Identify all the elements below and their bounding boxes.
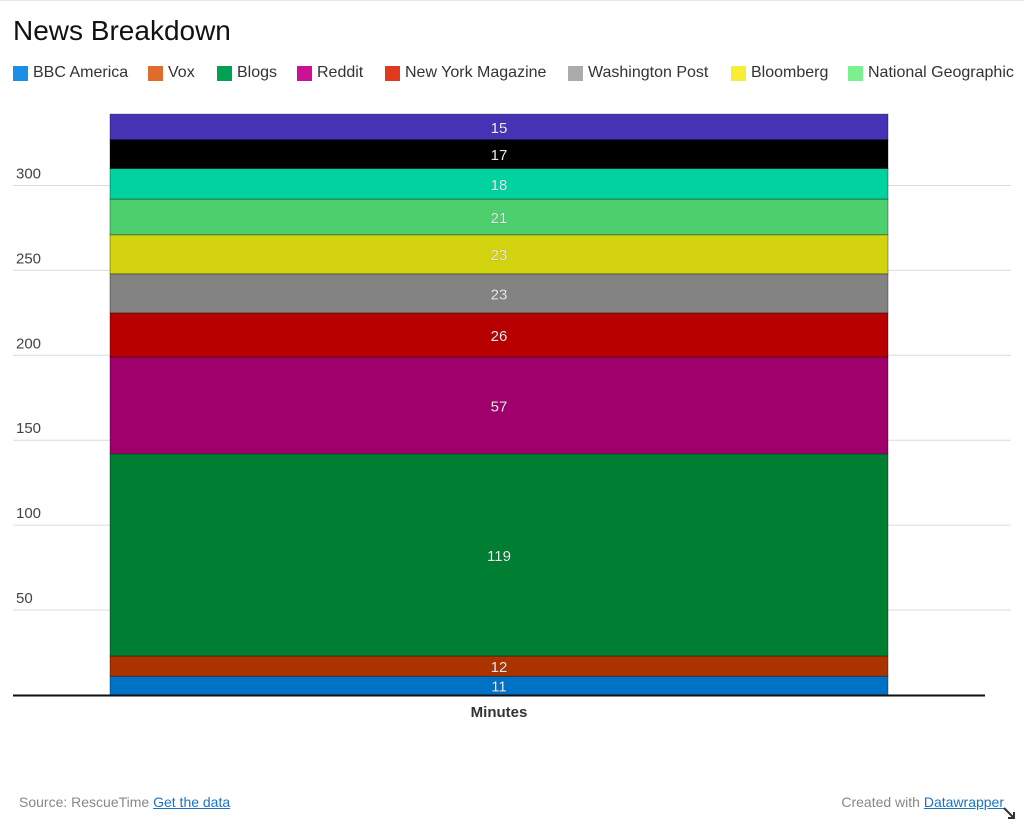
- legend-item[interactable]: Washington Post: [568, 60, 708, 86]
- legend-item[interactable]: Vox: [148, 60, 195, 86]
- data-label: 15: [491, 120, 508, 137]
- bar-segment[interactable]: [109, 113, 889, 141]
- legend-label: National Geographic: [868, 64, 1014, 81]
- data-label: 17: [491, 147, 508, 164]
- source-text: Source: RescueTime: [19, 794, 150, 810]
- legend-swatch: [731, 65, 746, 81]
- bar-segment[interactable]: [109, 198, 889, 236]
- legend-label: Blogs: [237, 64, 278, 81]
- bar-segment[interactable]: [109, 234, 889, 275]
- legend-swatch: [385, 65, 400, 81]
- y-tick-label: 200: [16, 335, 41, 352]
- stacked-bar-chart: 50 100 150 200 250 300 11 12 119 57 26 23 23 21 18 17 15…: [13, 113, 1011, 721]
- chart-title: News Breakdown: [13, 15, 231, 46]
- y-tick-label: 50: [16, 590, 33, 607]
- legend: BBC America Vox Blogs Reddit New York Magazi…: [13, 60, 1024, 86]
- get-the-data-link[interactable]: Get the data: [153, 794, 231, 810]
- data-label: 26: [491, 328, 508, 345]
- legend-item[interactable]: Bloomberg: [731, 60, 828, 86]
- datawrapper-link[interactable]: Datawrapper: [923, 794, 1004, 810]
- data-label: 57: [491, 398, 508, 415]
- data-label: 23: [491, 286, 508, 303]
- legend-label: Bloomberg: [751, 64, 829, 81]
- bar-segment[interactable]: [109, 356, 889, 455]
- data-label: 21: [491, 210, 508, 227]
- legend-swatch: [297, 65, 312, 81]
- bar-segment[interactable]: [109, 312, 889, 358]
- legend-item[interactable]: New York Magazine: [385, 60, 546, 86]
- y-tick-label: 250: [16, 250, 41, 267]
- credit-text: Created with: [841, 794, 920, 810]
- legend-item[interactable]: Reddit: [297, 60, 363, 86]
- legend-label: Vox: [168, 64, 195, 81]
- bar-segment[interactable]: [109, 139, 889, 169]
- legend-swatch: [148, 65, 163, 81]
- data-label: 11: [491, 679, 507, 696]
- legend-swatch: [217, 65, 232, 81]
- data-label: 18: [491, 177, 508, 194]
- x-category-label: Minutes: [471, 704, 528, 721]
- top-rule: [0, 0, 1024, 1]
- resize-icon[interactable]: [1002, 806, 1016, 820]
- footer-credit: Created with Datawrapper: [841, 794, 1004, 810]
- y-tick-label: 300: [16, 165, 41, 182]
- bar-segment[interactable]: [109, 167, 889, 200]
- data-label: 23: [491, 247, 508, 264]
- legend-swatch: [848, 65, 863, 81]
- legend-label: New York Magazine: [405, 64, 547, 81]
- legend-swatch: [568, 65, 583, 81]
- legend-item[interactable]: National Geographic: [848, 60, 1014, 86]
- bar-segment[interactable]: [109, 273, 889, 314]
- y-tick-label: 150: [16, 420, 41, 437]
- footer-source: Source: RescueTime Get the data: [19, 794, 230, 810]
- legend-swatch: [13, 65, 28, 81]
- legend-label: Reddit: [317, 64, 364, 81]
- legend-label: BBC America: [33, 64, 129, 81]
- data-label: 119: [487, 548, 511, 565]
- legend-label: Washington Post: [588, 64, 709, 81]
- data-label: 12: [491, 659, 508, 676]
- y-tick-label: 100: [16, 505, 41, 522]
- bar-segment[interactable]: [109, 453, 889, 657]
- legend-item[interactable]: BBC America: [13, 60, 128, 86]
- legend-item[interactable]: Blogs: [217, 60, 277, 86]
